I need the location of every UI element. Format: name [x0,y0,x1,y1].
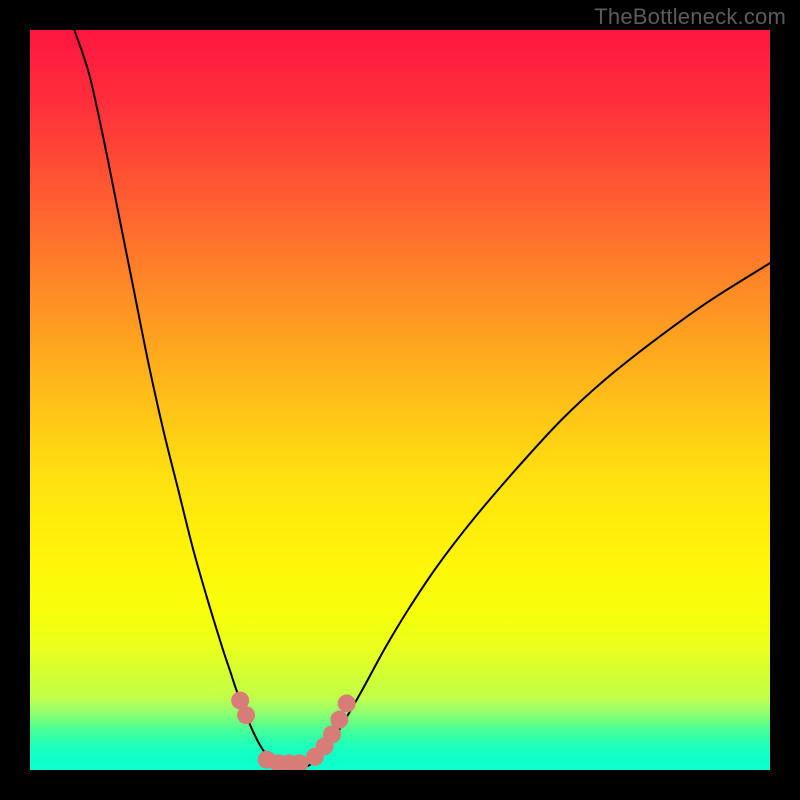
watermark-text: TheBottleneck.com [594,4,786,30]
chart-container: TheBottleneck.com [0,0,800,800]
data-marker [237,706,255,724]
plot-area [30,30,770,770]
data-marker [338,694,356,712]
data-marker [330,711,348,729]
gradient-background [30,30,770,770]
chart-svg [30,30,770,770]
